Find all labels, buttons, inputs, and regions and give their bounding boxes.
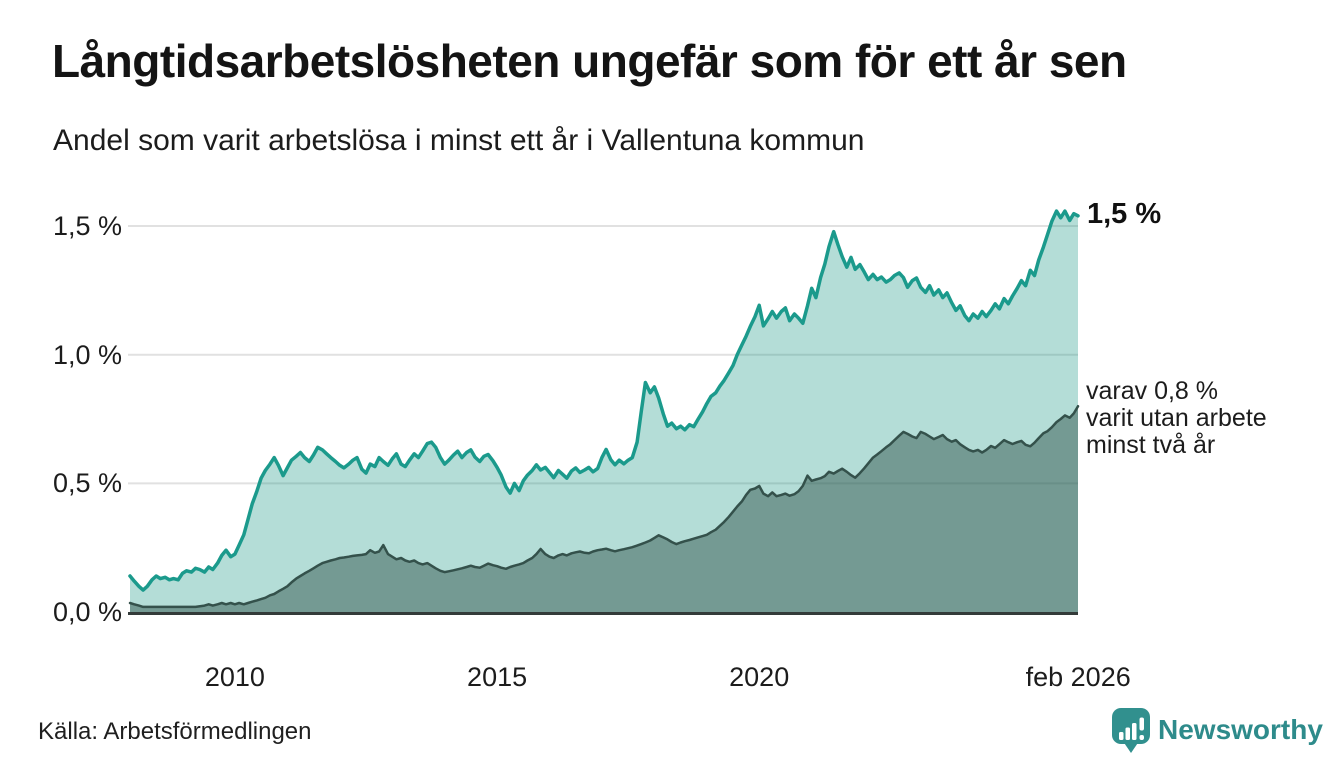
series2-annotation-line3: minst två år: [1086, 431, 1216, 459]
x-axis-tick-label: feb 2026: [1025, 662, 1131, 692]
y-axis-tick-label: 1,5 %: [52, 211, 122, 242]
x-axis-tick-label: 2020: [729, 662, 790, 692]
newsworthy-pin-bar-chart-icon: [1112, 708, 1150, 753]
series1-line-min-one-year: [128, 209, 1080, 592]
page-subtitle: Andel som varit arbetslösa i minst ett å…: [53, 124, 865, 157]
brand-name: Newsworthy: [1158, 714, 1323, 745]
x-axis-tick-label: 2010: [204, 662, 265, 692]
page-title: Långtidsarbetslösheten ungefär som för e…: [52, 35, 1127, 87]
y-axis-tick-label: 0,0 %: [52, 597, 122, 627]
series2-line-min-two-years: [128, 404, 1080, 609]
y-axis-tick-label: 1,0 %: [52, 339, 122, 370]
source-note: Källa: Arbetsförmedlingen: [38, 718, 312, 745]
series1-end-value-label: 1,5 %: [1087, 198, 1162, 230]
series1-area-min-one-year: [130, 211, 1078, 612]
series2-area-min-two-years: [130, 406, 1078, 612]
series2-annotation: varav 0,8 % varit utan arbete minst två …: [1086, 378, 1267, 459]
y-axis-tick-label: 0,5 %: [52, 468, 122, 499]
series2-annotation-line1: varav 0,8 %: [1086, 377, 1219, 405]
newsworthy-logo: Newsworthy: [1112, 708, 1323, 754]
x-axis-tick-label: 2015: [467, 662, 528, 692]
series2-annotation-line2: varit utan arbete: [1086, 404, 1267, 432]
